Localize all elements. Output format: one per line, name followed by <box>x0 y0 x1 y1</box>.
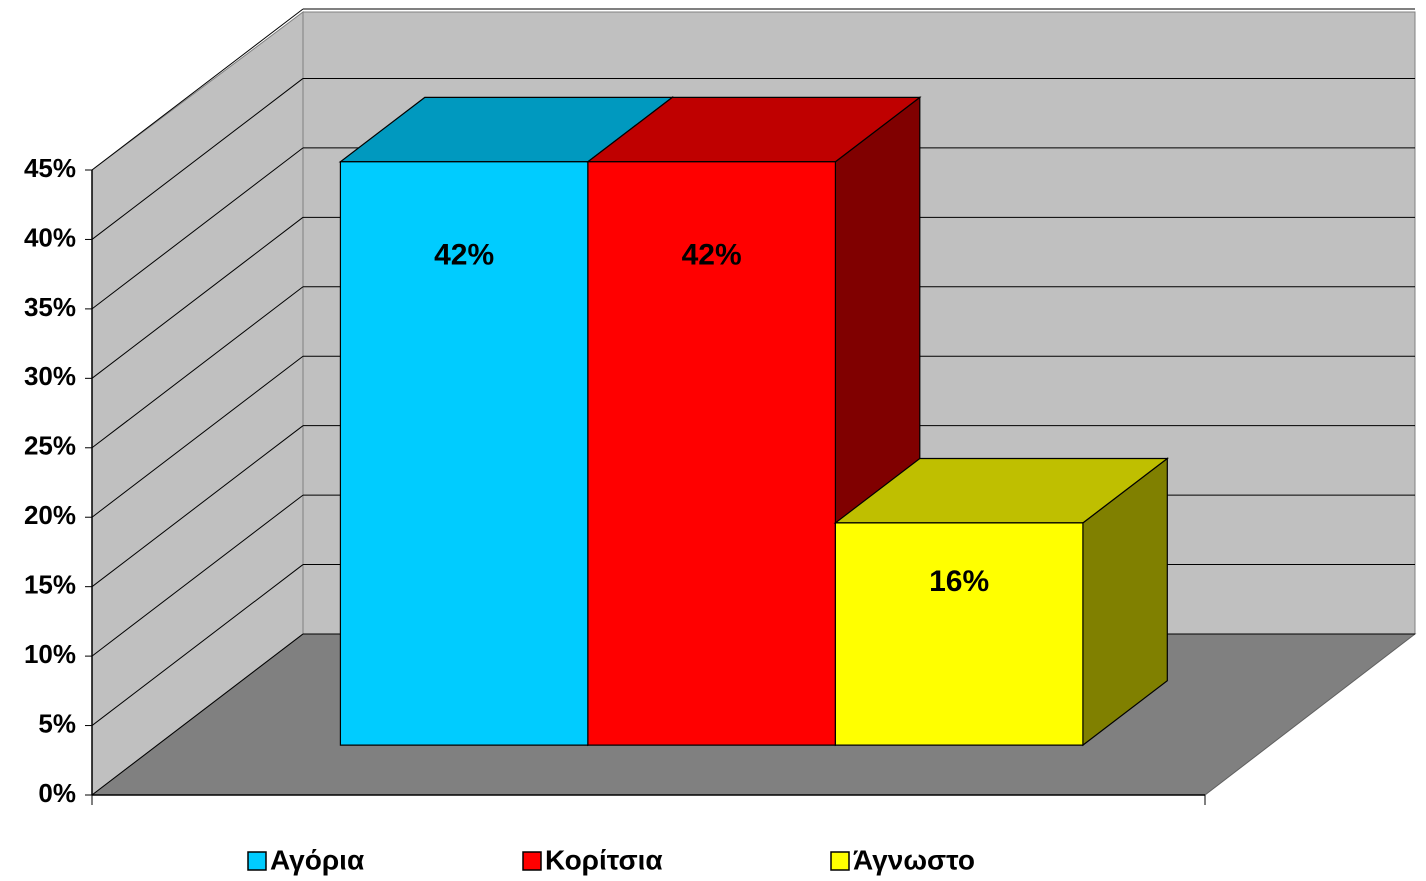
grid-line <box>91 564 304 726</box>
data-label: 16% <box>929 565 989 598</box>
y-tick-label: 10% <box>24 639 76 669</box>
y-tick-label: 45% <box>24 153 76 183</box>
grid-line <box>91 633 304 796</box>
y-tick-label: 15% <box>24 570 76 600</box>
data-label: 42% <box>434 239 494 272</box>
y-tick-label: 40% <box>24 222 76 252</box>
grid-line <box>91 355 304 518</box>
data-label: 42% <box>682 239 742 272</box>
legend-swatch <box>522 851 542 871</box>
y-tick-label: 30% <box>24 361 76 391</box>
y-tick-label: 35% <box>24 292 76 322</box>
legend-label: Κορίτσια <box>545 844 663 875</box>
legend-label: Αγόρια <box>270 844 364 875</box>
y-tick-label: 0% <box>38 778 76 808</box>
y-tick-label: 20% <box>24 500 76 530</box>
grid-line <box>91 147 304 310</box>
grid-line <box>91 425 304 588</box>
legend-label: Άγνωστο <box>853 844 975 875</box>
grid-line <box>91 216 304 379</box>
y-tick-label: 5% <box>38 708 76 738</box>
legend-swatch <box>247 851 267 871</box>
legend-swatch <box>830 851 850 871</box>
bar <box>834 522 1084 746</box>
grid-line <box>91 494 304 657</box>
grid-line <box>91 8 304 171</box>
grid-line <box>91 78 304 240</box>
y-tick-label: 25% <box>24 431 76 461</box>
bar <box>587 161 837 746</box>
grid-line <box>91 286 304 449</box>
